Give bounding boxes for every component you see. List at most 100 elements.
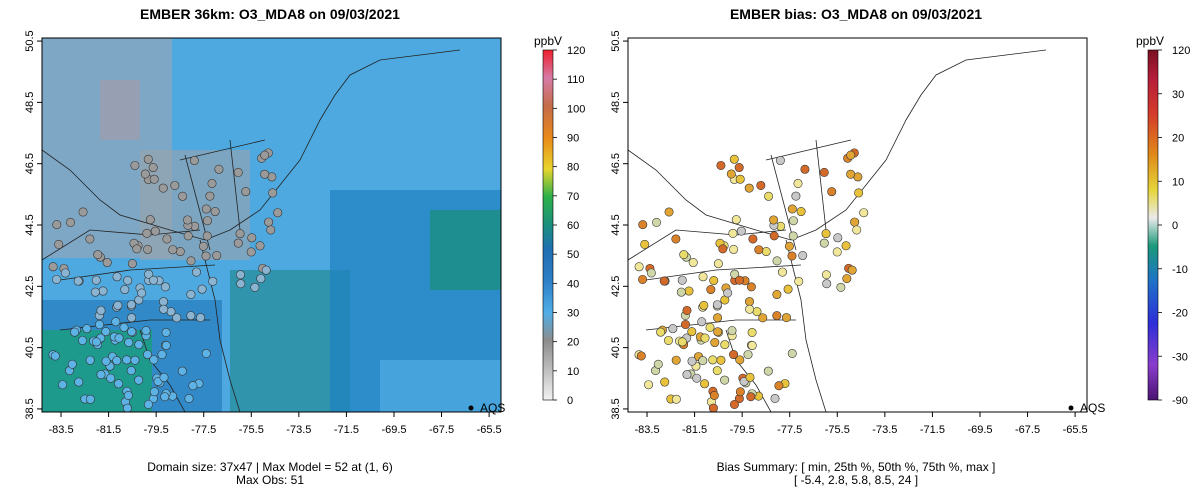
left-obs-point: [201, 348, 211, 358]
right-x-tick-label: -67.5: [1015, 424, 1040, 436]
left-y-tick-label: 44.5: [24, 214, 36, 235]
right-x-tick-label: -73.5: [872, 424, 897, 436]
left-obs-point: [256, 274, 266, 284]
right-bias-point: [734, 163, 744, 173]
right-bias-point: [821, 229, 831, 239]
right-colorbar-tick-label: 20: [1172, 133, 1184, 145]
left-x-tick-label: -67.5: [429, 424, 454, 436]
right-bias-point: [745, 304, 755, 314]
left-obs-point: [113, 300, 123, 310]
right-bias-point: [793, 178, 803, 188]
left-obs-point: [124, 338, 134, 348]
right-bias-point: [729, 350, 739, 360]
right-bias-point: [754, 245, 764, 255]
right-bias-point: [708, 355, 718, 365]
left-obs-point: [122, 355, 132, 365]
right-bias-point: [796, 207, 806, 217]
right-bias-point: [836, 282, 846, 292]
left-obs-point: [189, 156, 199, 166]
right-bias-point: [671, 234, 681, 244]
state-line-1-r: [645, 264, 802, 281]
right-colorbar-unit: ppbV: [1136, 34, 1164, 48]
right-bias-point: [687, 356, 697, 366]
left-obs-point: [50, 351, 60, 361]
left-legend-dot: [468, 405, 474, 411]
right-bias-point: [709, 276, 719, 286]
left-obs-point: [186, 290, 196, 300]
right-bias-point: [726, 169, 736, 179]
left-obs-point: [52, 220, 62, 230]
right-bias-point: [671, 355, 681, 365]
left-obs-point: [130, 355, 140, 365]
left-obs-point: [74, 377, 84, 387]
left-obs-point: [161, 341, 171, 351]
right-bias-point: [723, 288, 733, 298]
left-obs-point: [261, 265, 271, 275]
left-obs-point: [91, 337, 101, 347]
right-legend-dot: [1068, 405, 1074, 411]
right-bias-point: [727, 326, 737, 336]
right-bias-point: [832, 247, 842, 257]
left-obs-point: [126, 300, 136, 310]
right-bias-point: [708, 403, 718, 412]
left-obs-point: [70, 327, 80, 337]
right-bias-point: [677, 337, 687, 347]
left-colorbar-tick-label: 100: [567, 103, 585, 115]
right-bias-point: [746, 392, 756, 402]
right-y-tick-label: 44.5: [610, 214, 622, 235]
right-bias-point: [791, 191, 801, 201]
left-y-tick-label: 42.5: [24, 276, 36, 297]
lake-shore: [42, 229, 201, 261]
left-obs-points: [48, 148, 283, 412]
left-obs-point: [266, 225, 276, 235]
right-bias-point: [745, 372, 755, 382]
left-obs-point: [236, 279, 246, 289]
right-bias-point: [720, 375, 730, 385]
left-obs-point: [101, 356, 111, 366]
left-colorbar-tick-label: 40: [567, 278, 579, 290]
right-bias-point: [788, 231, 798, 241]
heatmap-region-ocean-green: [430, 210, 501, 290]
right-bias-point: [847, 265, 857, 275]
right-bias-point: [783, 284, 793, 294]
left-y-tick-label: 38.5: [24, 398, 36, 419]
right-bias-point: [710, 338, 720, 348]
right-bias-point: [716, 355, 726, 365]
right-bias-point: [798, 251, 808, 261]
left-colorbar-tick-label: 50: [567, 249, 579, 261]
left-obs-point: [54, 239, 64, 249]
left-x-tick-label: -65.5: [477, 424, 502, 436]
right-bias-point: [676, 287, 686, 297]
left-obs-point: [198, 241, 208, 251]
right-y-tick-label: 40.5: [610, 337, 622, 358]
right-legend-label: AQS: [1080, 401, 1105, 415]
left-obs-point: [235, 229, 245, 239]
left-colorbar-tick-label: 20: [567, 337, 579, 349]
right-bias-point: [716, 160, 726, 170]
right-bias-point: [841, 241, 851, 251]
right-colorbar-tick-label: -30: [1172, 351, 1188, 363]
left-colorbar-tick-label: 70: [567, 191, 579, 203]
right-bias-point: [638, 220, 648, 230]
left-obs-point: [183, 215, 193, 225]
left-footer-line-1: Domain size: 37x47 | Max Model = 52 at (…: [147, 460, 393, 474]
right-bias-point: [681, 320, 691, 330]
right-bias-point: [682, 305, 692, 315]
right-bias-point: [653, 359, 663, 369]
left-obs-point: [159, 304, 169, 314]
right-y-tick-label: 46.5: [610, 153, 622, 174]
right-bias-point: [712, 366, 722, 376]
right-y-axis: 38.5 40.5 42.5 44.5 46.5 48.5 50.5: [610, 30, 628, 420]
right-colorbar-ticks: 120 30 20 10 0 -10 -20 -30 -90: [1158, 45, 1190, 407]
left-colorbar-tick-label: 110: [567, 74, 585, 86]
left-colorbar-tick-label: 120: [567, 45, 585, 57]
right-bias-point: [748, 234, 758, 244]
left-obs-point: [60, 268, 70, 278]
right-bias-point: [846, 150, 856, 160]
right-bias-point: [682, 370, 692, 380]
left-obs-point: [143, 399, 153, 409]
left-obs-point: [233, 167, 243, 177]
left-obs-point: [85, 394, 95, 404]
left-colorbar-unit: ppbV: [534, 34, 562, 48]
right-bias-point: [822, 279, 832, 289]
